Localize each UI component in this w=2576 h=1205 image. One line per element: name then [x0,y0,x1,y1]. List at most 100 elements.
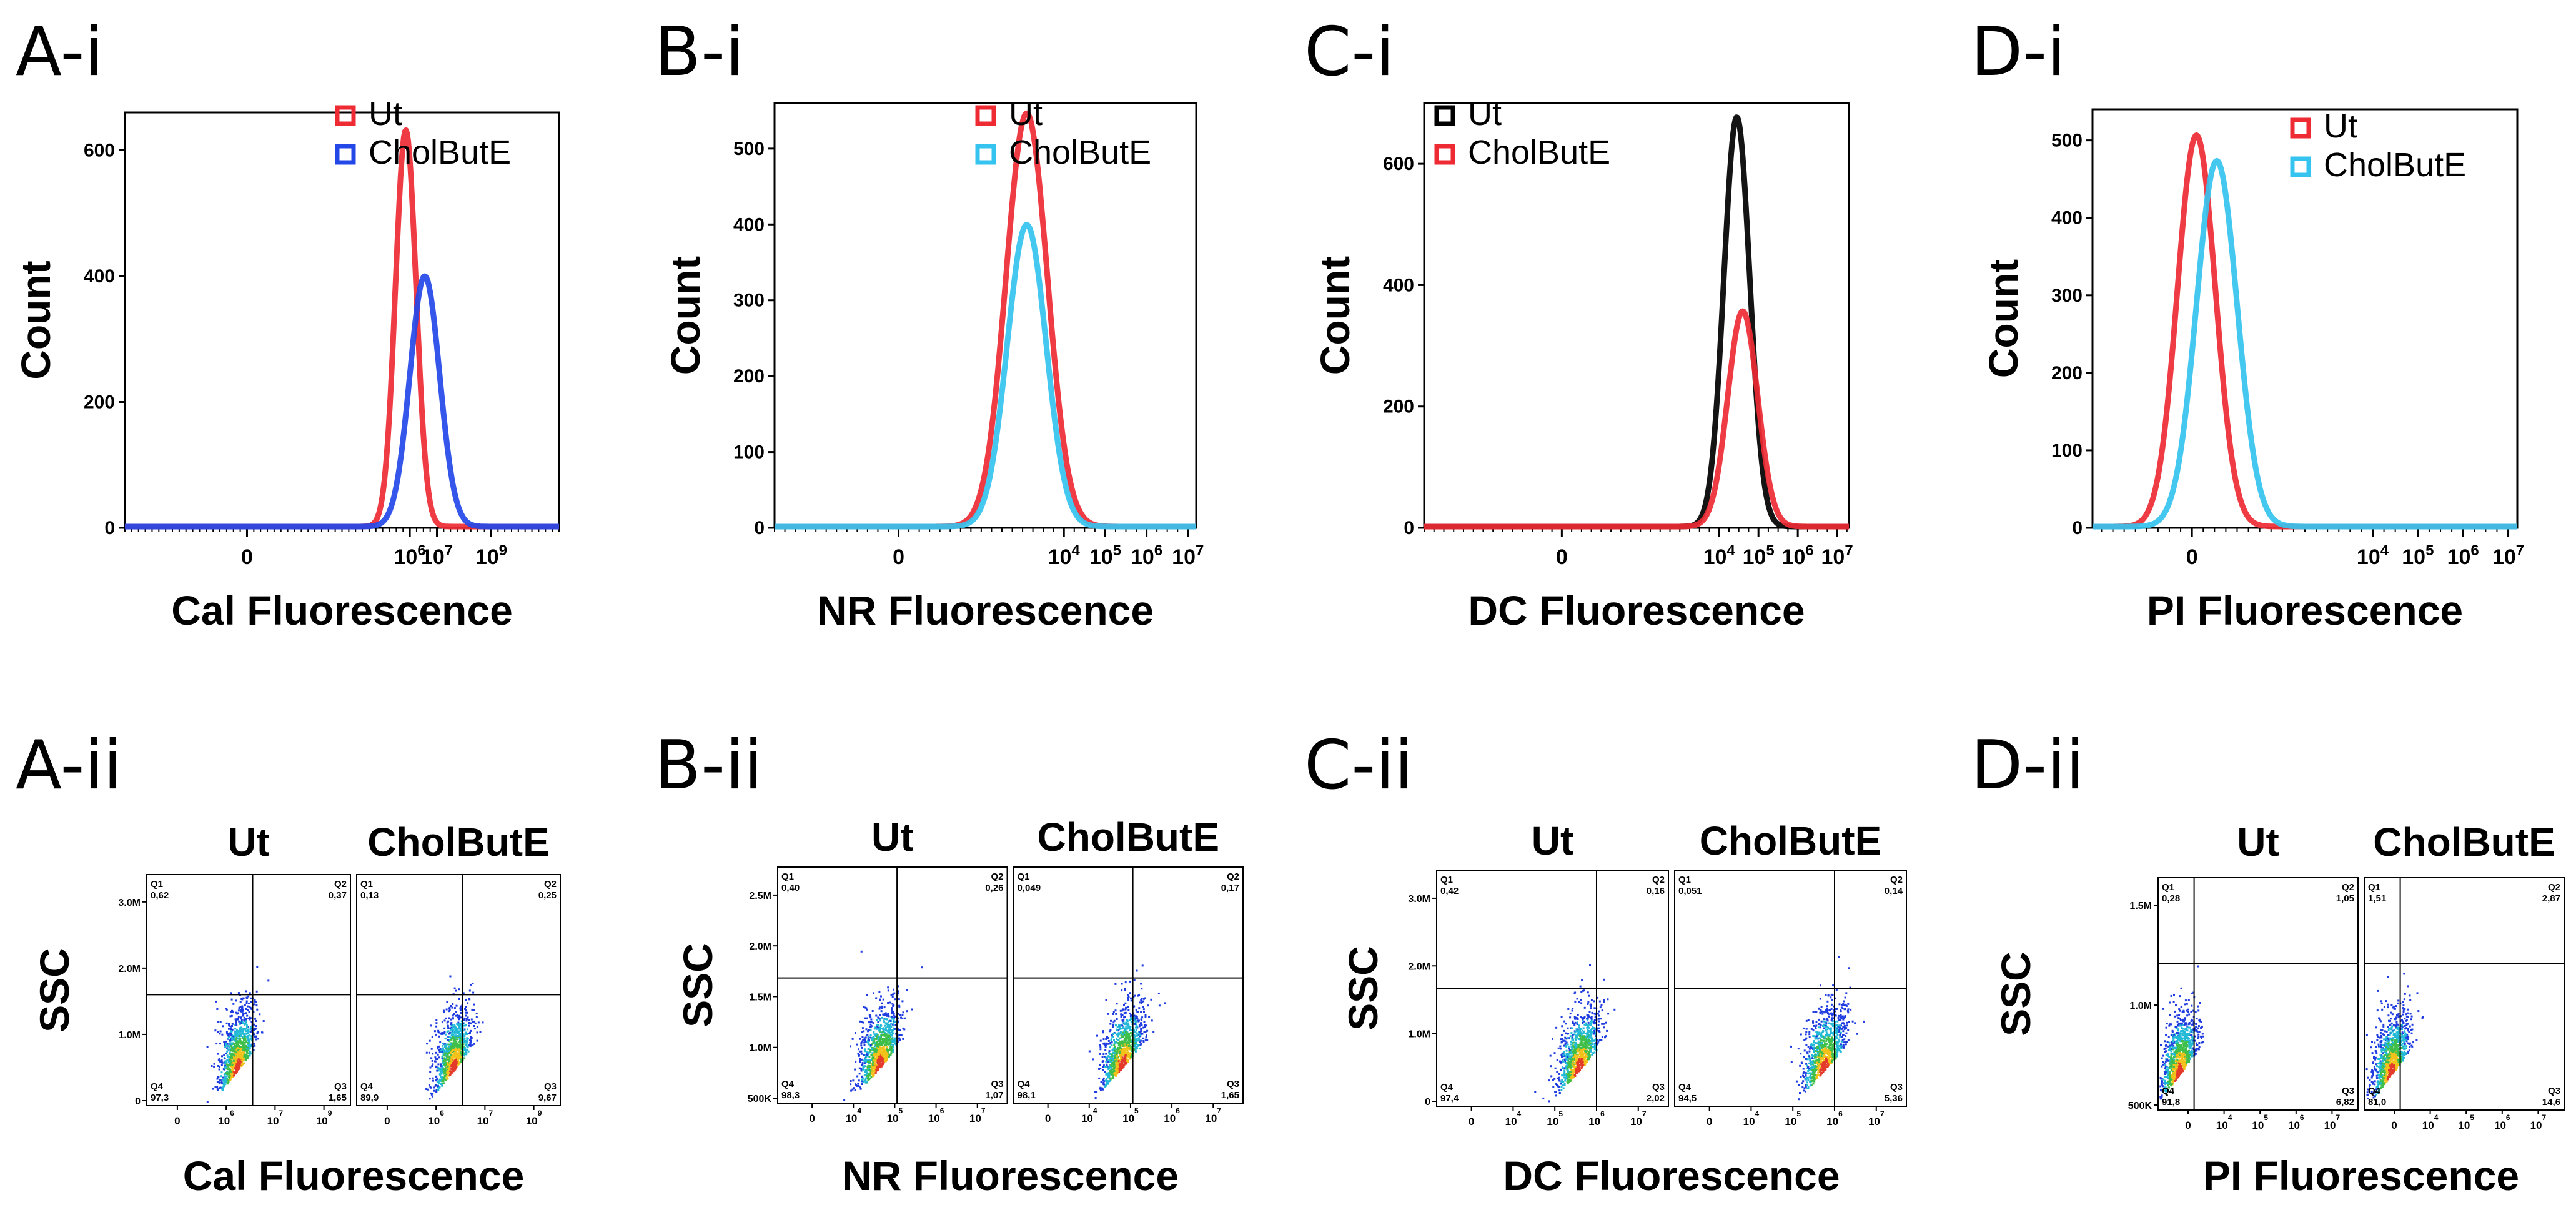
event-dot [452,1033,455,1036]
event-dot [1114,1074,1116,1076]
event-dot [449,1059,452,1061]
event-dot [1126,1039,1128,1041]
event-dot [241,1032,244,1034]
event-dot [1119,1050,1121,1053]
event-dot [1112,1059,1114,1061]
event-dot [1118,1064,1121,1066]
event-dot [435,1089,438,1091]
event-dot [1129,1015,1132,1018]
event-dot [1127,1037,1129,1039]
event-dot [1126,1042,1127,1044]
event-dot [869,1059,872,1061]
event-dot [466,1041,468,1044]
event-dot [469,1038,472,1040]
event-dot [232,1076,234,1078]
event-dot [1562,1067,1564,1069]
panel-label-b-i: B-i [655,13,744,91]
event-dot [1565,1038,1568,1040]
event-dot [432,1063,434,1066]
event-dot [1126,1027,1129,1029]
event-dot [246,1032,249,1034]
event-dot [453,1046,456,1048]
x-tick-label: 107 [267,1109,284,1127]
event-dot [456,1028,458,1031]
event-dot [1571,1027,1573,1029]
event-dot [1560,1061,1562,1064]
event-dot [465,999,467,1001]
event-dot [235,1065,238,1068]
event-dot [877,1037,879,1039]
event-dot [447,1030,450,1033]
event-dot [247,1044,250,1047]
event-dot [1561,1074,1563,1077]
event-dot [885,1034,888,1037]
event-dot [1590,1050,1592,1053]
event-dot [1603,999,1605,1001]
y-tick-label: 1.0M [749,1043,771,1054]
y-tick-label: 200 [2051,363,2083,384]
event-dot [445,1075,448,1078]
event-dot [899,1034,902,1036]
event-dot [473,1009,475,1011]
event-dot [1120,1031,1122,1033]
event-dot [894,1037,897,1039]
event-dot [1603,1026,1605,1029]
event-dot [458,1016,460,1019]
event-dot [864,1081,867,1084]
event-dot [225,1040,227,1043]
event-dot [234,1073,237,1075]
event-dot [1573,1023,1575,1025]
event-dot [1589,1004,1592,1006]
event-dot [442,1042,444,1044]
event-dot [464,1033,467,1035]
event-dot [888,1056,890,1058]
event-dot [229,1051,231,1054]
event-dot [443,1052,446,1054]
event-dot [893,1018,895,1020]
event-dot [246,1026,249,1028]
y-axis-title: Count [12,260,59,380]
event-dot [1572,1073,1574,1076]
event-dot [1099,1044,1101,1046]
event-dot [1116,1042,1119,1044]
series-line-cholbute [1422,308,1851,530]
event-dot [876,1041,878,1044]
event-dot [241,1005,244,1008]
event-dot [859,1059,861,1061]
event-dot [227,1055,229,1058]
event-dot [888,1053,890,1056]
event-dot [1576,1063,1578,1066]
event-dot [234,1028,237,1030]
event-dot [446,1051,448,1054]
event-dot [1601,1036,1603,1038]
event-dot [906,989,908,991]
event-dot [1119,1059,1122,1061]
event-dot [441,1051,443,1053]
event-dot [889,1029,892,1031]
event-dot [250,1008,253,1010]
event-dot [1099,1048,1102,1051]
event-dot [450,1053,452,1056]
event-dot [1099,1068,1102,1070]
x-tick-label: 105 [1089,542,1121,569]
event-dot [1119,1063,1122,1066]
event-dot [1117,1069,1120,1072]
event-dot [459,1007,462,1009]
event-dot [223,1085,225,1088]
event-dot [242,1046,244,1048]
event-dot [234,1045,237,1048]
y-tick-label: 2.0M [749,941,771,952]
event-dot [437,1031,440,1033]
event-dot [1576,1057,1578,1059]
event-dot [871,1046,873,1049]
event-dot [447,1064,449,1066]
event-dot [1141,1024,1143,1026]
event-dot [1107,1013,1109,1015]
event-dot [1118,1051,1121,1054]
event-dot [883,1006,886,1009]
event-dot [886,1029,888,1032]
event-dot [451,1031,453,1034]
event-dot [887,1014,889,1017]
event-dot [249,1041,251,1044]
event-dot [425,1051,428,1054]
